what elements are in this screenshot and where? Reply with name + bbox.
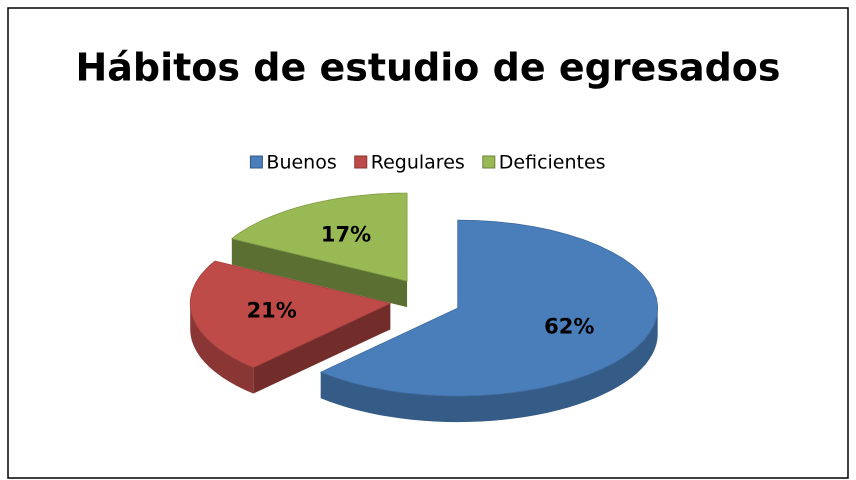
legend: Buenos Regulares Deficientes — [249, 152, 606, 174]
slice-side — [231, 238, 408, 308]
chart-title: Hábitos de estudio de egresados — [75, 46, 780, 90]
data-label: 21% — [247, 299, 297, 323]
slice — [319, 219, 659, 397]
legend-swatch — [249, 155, 263, 169]
legend-swatch — [482, 155, 496, 169]
slice-side — [190, 303, 254, 394]
slice-side — [320, 308, 658, 423]
data-label: 62% — [544, 315, 594, 339]
slice — [230, 192, 408, 282]
slice-side — [253, 303, 391, 394]
legend-label: Buenos — [266, 152, 336, 174]
legend-swatch — [354, 155, 368, 169]
slice — [189, 260, 392, 369]
legend-label: Regulares — [371, 152, 465, 174]
legend-label: Deficientes — [499, 152, 606, 174]
data-label: 17% — [321, 223, 371, 247]
